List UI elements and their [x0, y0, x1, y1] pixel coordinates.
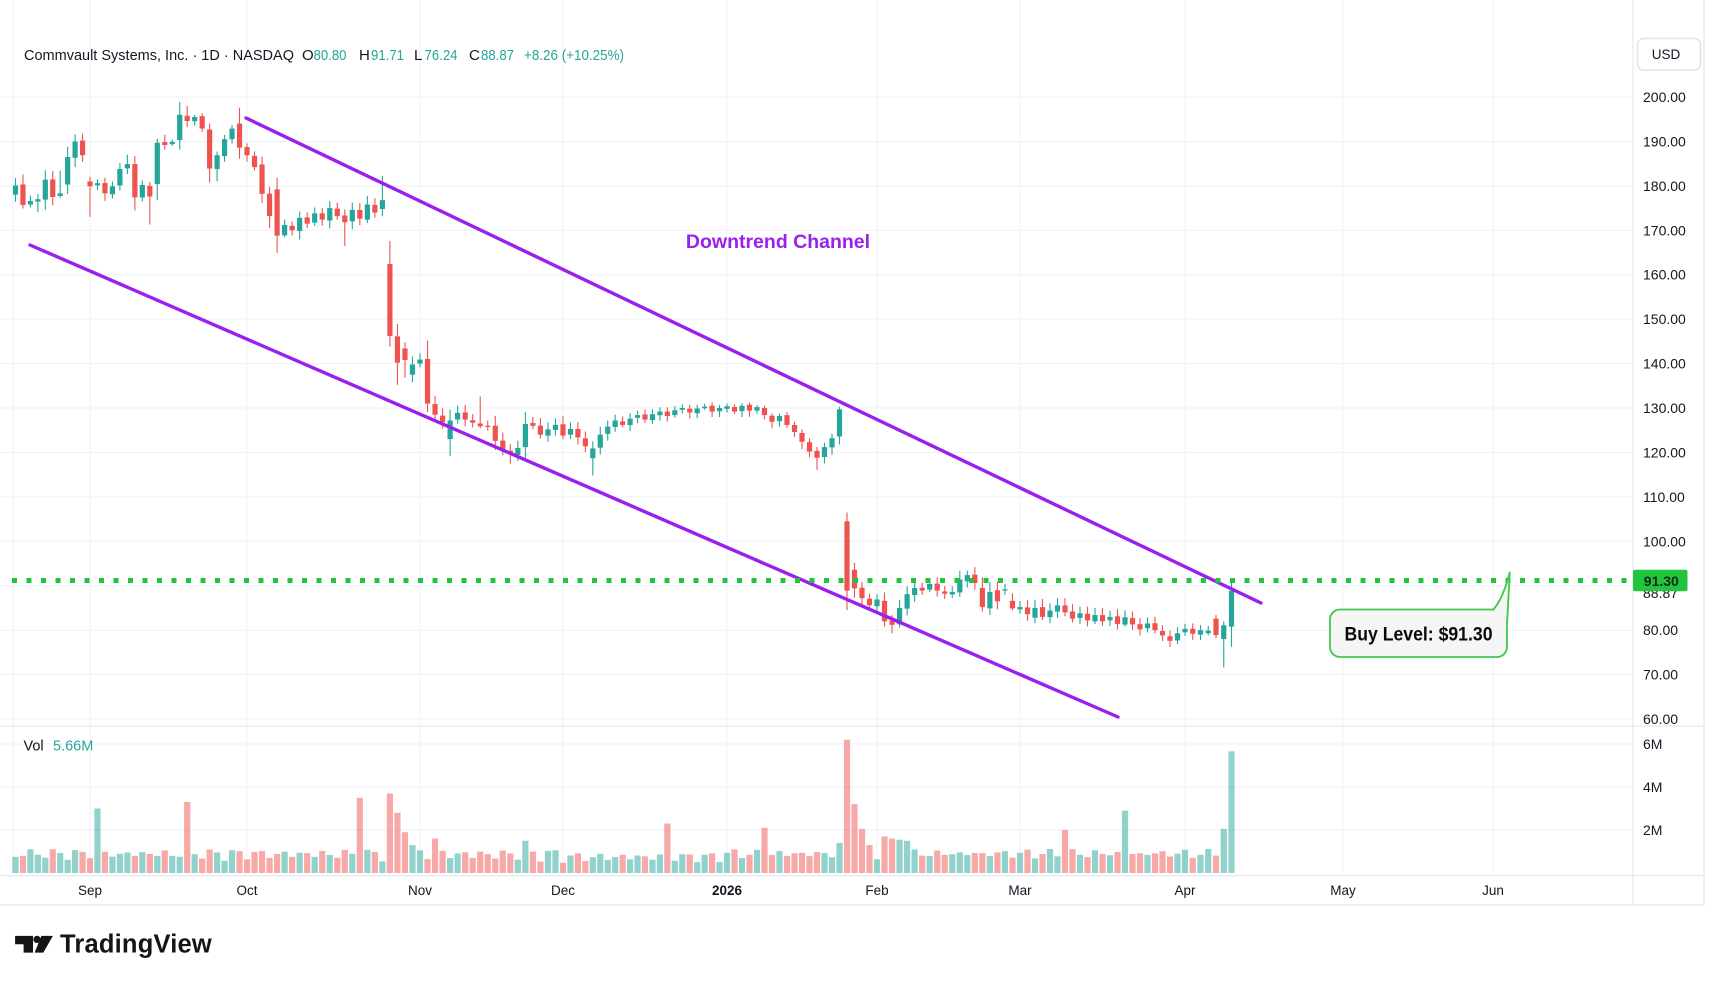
svg-text:Mar: Mar — [1008, 883, 1032, 898]
svg-text:O: O — [302, 47, 314, 64]
svg-text:150.00: 150.00 — [1643, 311, 1686, 327]
svg-text:TradingView: TradingView — [60, 931, 212, 959]
svg-text:60.00: 60.00 — [1643, 711, 1678, 727]
svg-text:160.00: 160.00 — [1643, 267, 1686, 283]
svg-text:130.00: 130.00 — [1643, 400, 1686, 416]
svg-text:USD: USD — [1652, 47, 1681, 62]
svg-text:5.66M: 5.66M — [53, 739, 93, 755]
svg-text:190.00: 190.00 — [1643, 133, 1686, 149]
svg-text:120.00: 120.00 — [1643, 444, 1686, 460]
svg-text:100.00: 100.00 — [1643, 533, 1686, 549]
svg-text:Dec: Dec — [551, 883, 575, 898]
svg-text:80.00: 80.00 — [1643, 622, 1678, 638]
svg-text:70.00: 70.00 — [1643, 667, 1678, 683]
svg-text:Oct: Oct — [236, 883, 257, 898]
svg-text:Jun: Jun — [1482, 883, 1504, 898]
svg-text:180.00: 180.00 — [1643, 178, 1686, 194]
svg-text:2026: 2026 — [712, 883, 743, 898]
svg-text:4M: 4M — [1643, 779, 1662, 795]
svg-text:Apr: Apr — [1174, 883, 1196, 898]
svg-text:170.00: 170.00 — [1643, 222, 1686, 238]
svg-text:Nov: Nov — [408, 883, 432, 898]
svg-text:91.30: 91.30 — [1644, 573, 1679, 589]
svg-text:Buy Level: $91.30: Buy Level: $91.30 — [1345, 625, 1493, 646]
svg-text:Sep: Sep — [78, 883, 102, 898]
svg-text:C: C — [469, 47, 480, 64]
svg-text:May: May — [1330, 883, 1356, 898]
svg-text:Downtrend Channel: Downtrend Channel — [686, 231, 870, 253]
svg-text:200.00: 200.00 — [1643, 89, 1686, 105]
svg-text:Feb: Feb — [865, 883, 888, 898]
svg-text:H: H — [359, 47, 370, 64]
svg-text:91.71: 91.71 — [371, 47, 404, 64]
svg-text:80.80: 80.80 — [314, 47, 347, 64]
svg-text:110.00: 110.00 — [1643, 489, 1685, 505]
svg-text:L: L — [414, 47, 422, 64]
svg-text:+8.26 (+10.25%): +8.26 (+10.25%) — [524, 47, 624, 64]
svg-text:2M: 2M — [1643, 822, 1662, 838]
svg-text:76.24: 76.24 — [425, 47, 458, 64]
svg-text:140.00: 140.00 — [1643, 356, 1686, 372]
svg-text:88.87: 88.87 — [481, 47, 514, 64]
svg-text:Vol: Vol — [24, 739, 44, 755]
svg-text:6M: 6M — [1643, 736, 1662, 752]
svg-text:Commvault Systems, Inc. · 1D ·: Commvault Systems, Inc. · 1D · NASDAQ — [24, 47, 294, 64]
